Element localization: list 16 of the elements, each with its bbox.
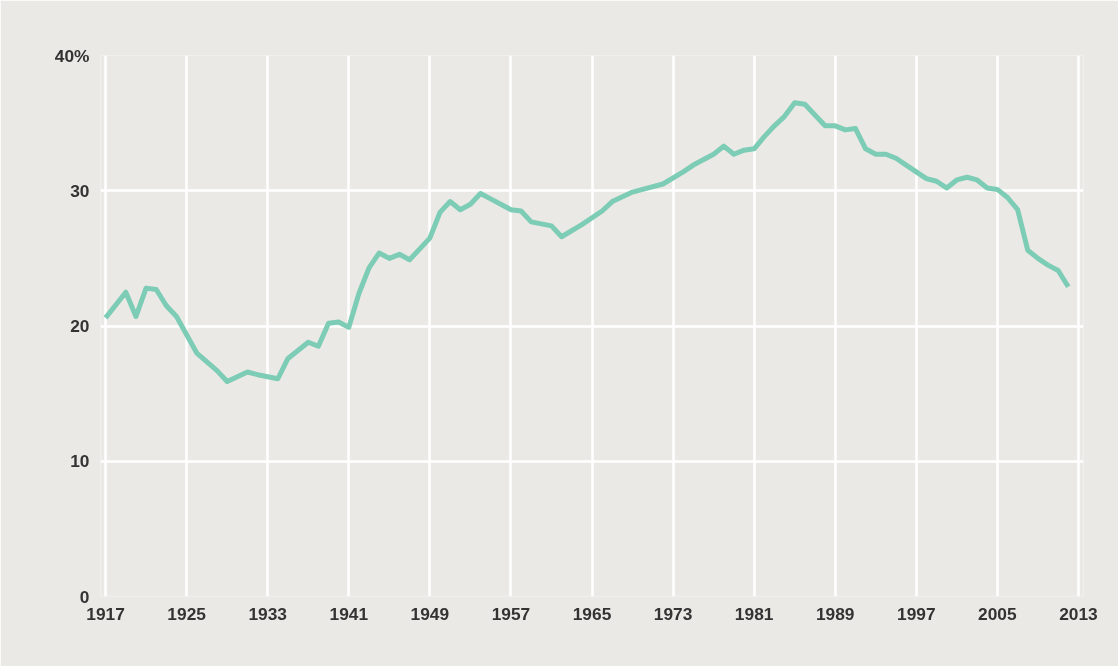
x-tick-label: 1981	[734, 603, 774, 624]
y-tick-label: 30	[70, 180, 90, 201]
x-tick-label: 1997	[897, 603, 936, 624]
x-tick-label: 1973	[653, 603, 693, 624]
y-tick-label: 20	[70, 316, 90, 336]
x-tick-label: 1941	[329, 603, 369, 624]
x-tick-label: 1965	[572, 603, 612, 624]
x-tick-label: 1957	[491, 603, 531, 624]
y-tick-label: 40%	[54, 45, 90, 66]
x-tick-label: 1989	[815, 603, 855, 624]
x-tick-label: 1933	[248, 603, 288, 624]
x-tick-label: 1925	[167, 603, 207, 624]
x-tick-label: 2005	[978, 603, 1017, 624]
x-tick-label: 2013	[1059, 603, 1099, 624]
x-tick-label: 1949	[410, 603, 450, 624]
y-tick-label: 10	[70, 451, 90, 472]
